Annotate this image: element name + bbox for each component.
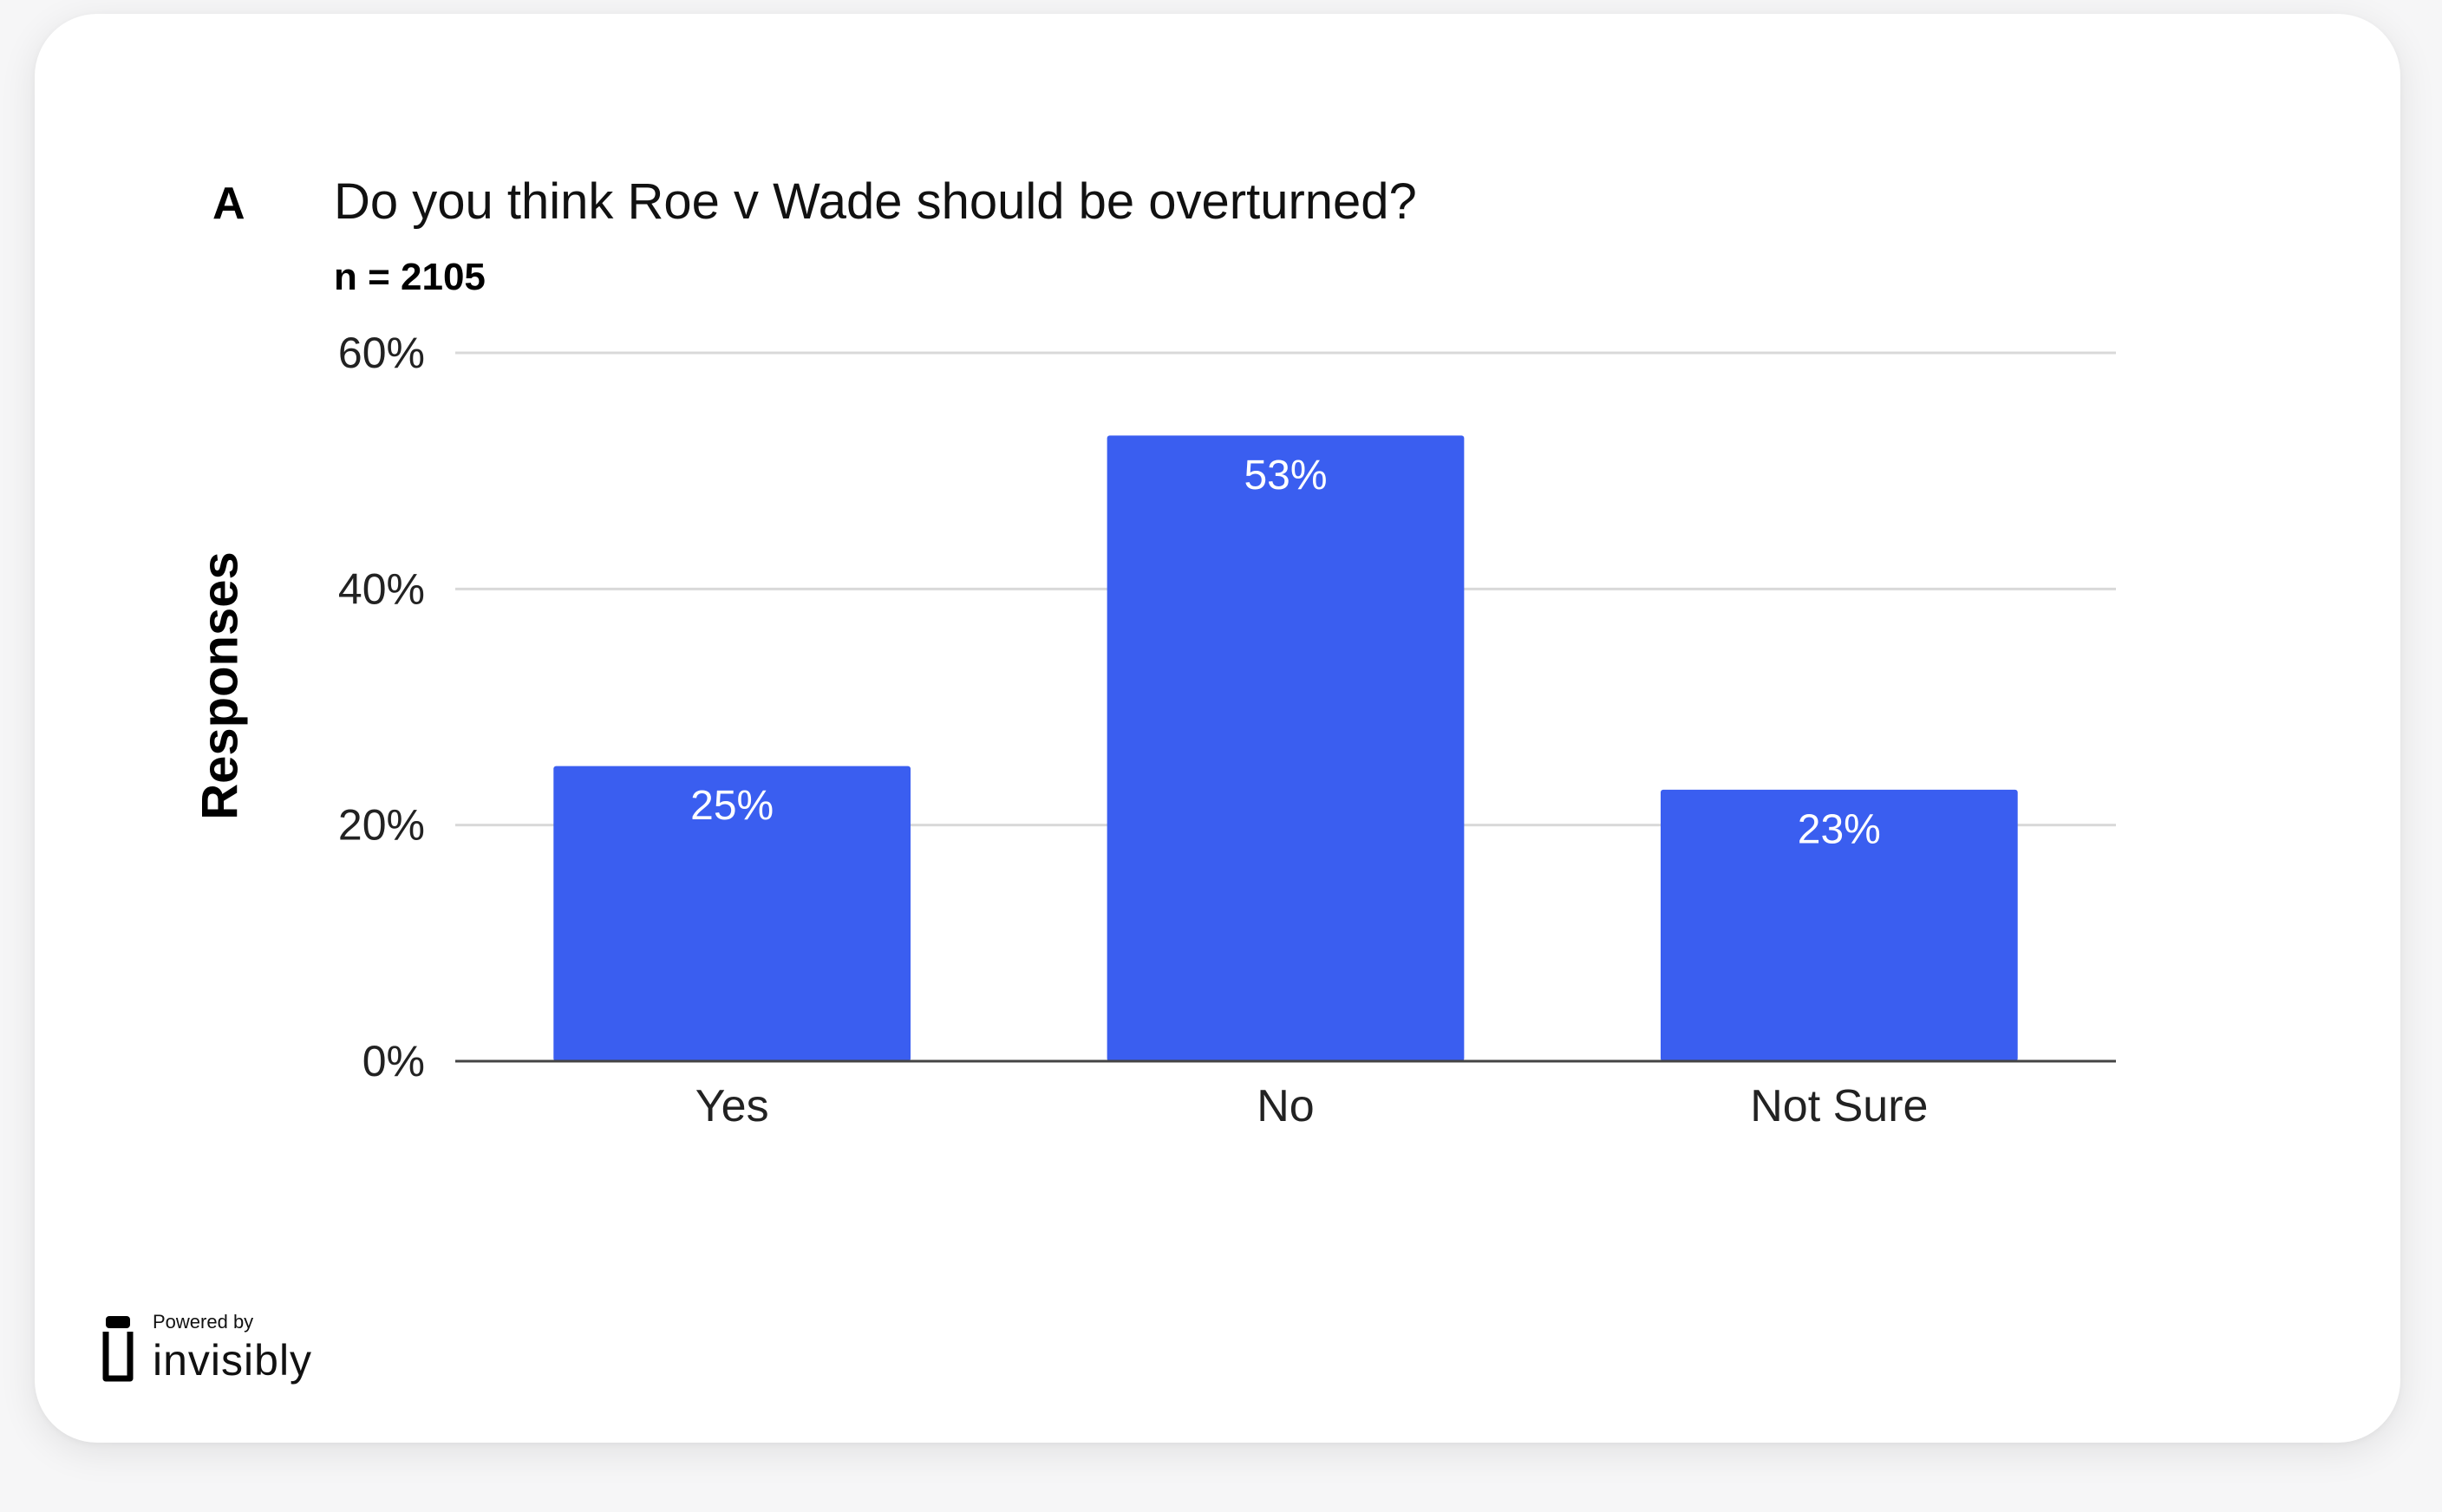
bars [553,435,2018,1062]
y-tick-label: 20% [338,801,425,850]
bar-chart: A Do you think Roe v Wade should be over… [192,173,2116,1131]
invisibly-logo-icon [102,1316,134,1382]
brand-name: invisibly [153,1336,313,1385]
x-axis-ticks: Yes No Not Sure [695,1081,1929,1131]
panel-letter: A [212,179,245,229]
y-tick-label: 40% [338,564,425,613]
bar-data-label: 25% [690,783,774,829]
powered-by-branding: Powered by invisibly [102,1304,312,1391]
bar-no [1107,435,1465,1062]
x-tick-label: Yes [695,1081,769,1131]
y-tick-label: 0% [362,1037,425,1085]
chart-subtitle: n = 2105 [334,256,486,298]
data-labels: 25% 53% 23% [690,453,1881,853]
x-tick-label: No [1257,1081,1314,1131]
chart-card: A Do you think Roe v Wade should be over… [35,14,2400,1443]
bar-not-sure [1660,789,2018,1061]
chart-title: Do you think Roe v Wade should be overtu… [334,173,1417,230]
powered-by-text: Powered by [153,1311,254,1333]
bar-data-label: 53% [1244,453,1327,499]
y-tick-label: 60% [338,329,425,377]
y-axis-label: Responses [192,551,248,819]
bar-yes [553,766,911,1061]
x-tick-label: Not Sure [1750,1081,1928,1131]
y-axis-ticks: 0% 20% 40% 60% [338,329,425,1085]
bar-data-label: 23% [1798,806,1881,852]
